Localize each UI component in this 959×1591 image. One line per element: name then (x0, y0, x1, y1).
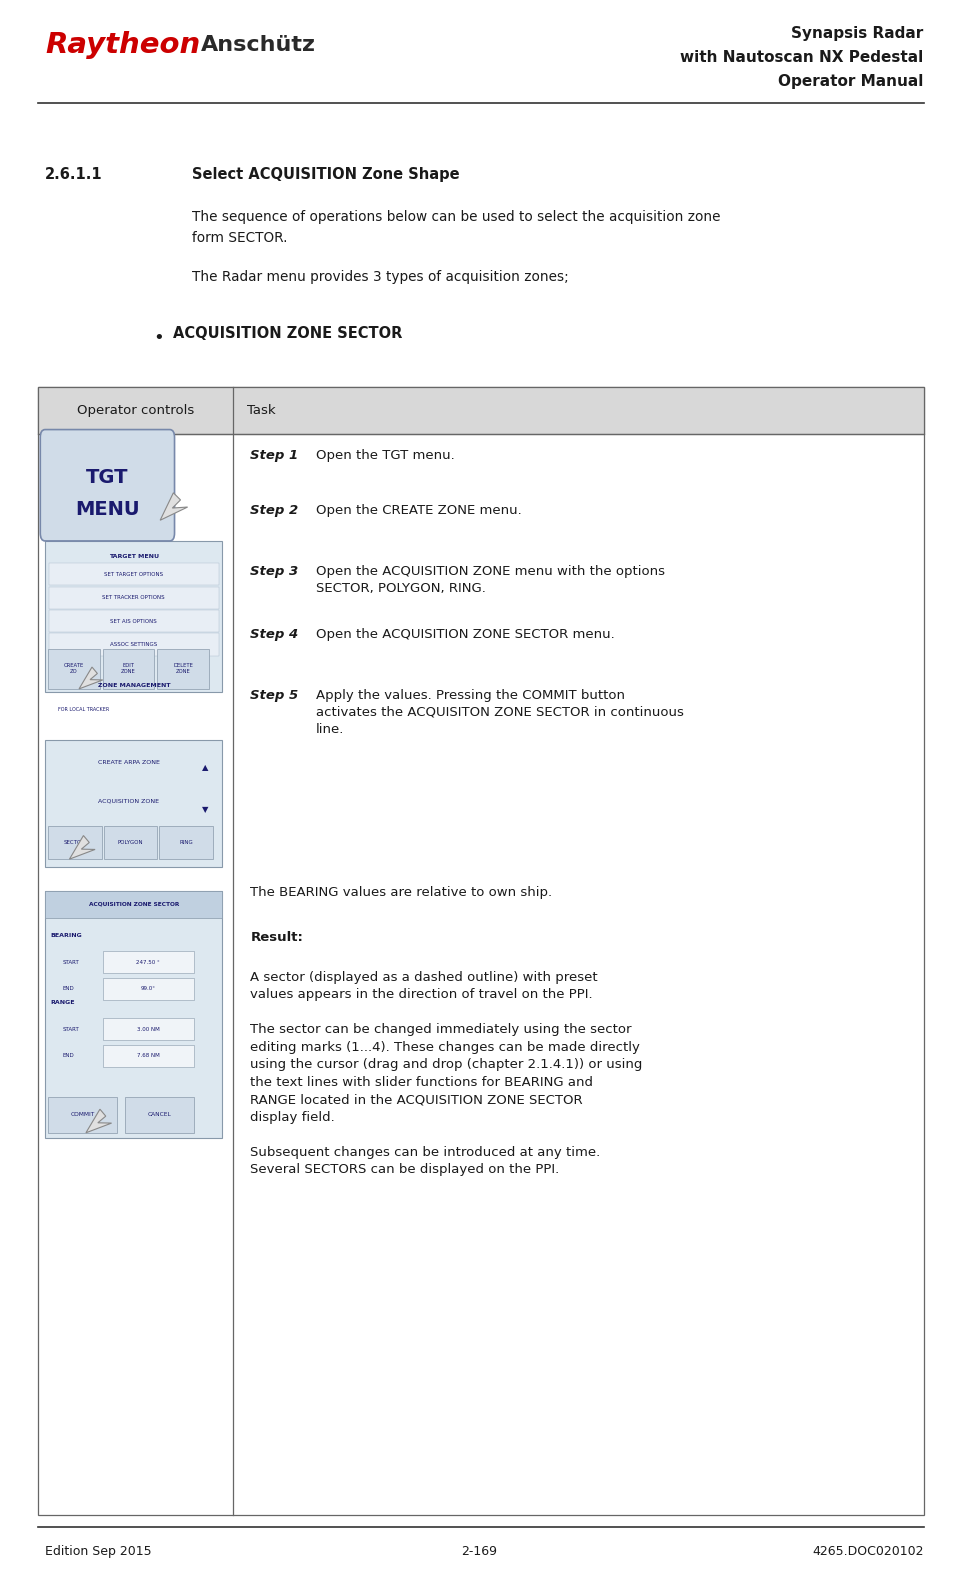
Polygon shape (79, 667, 103, 689)
Text: Open the ACQUISITION ZONE menu with the options
SECTOR, POLYGON, RING.: Open the ACQUISITION ZONE menu with the … (316, 565, 665, 595)
Polygon shape (103, 649, 154, 689)
Text: 247.50 °: 247.50 ° (136, 959, 160, 964)
Text: Anschütz: Anschütz (201, 35, 316, 56)
Text: Open the ACQUISITION ZONE SECTOR menu.: Open the ACQUISITION ZONE SECTOR menu. (316, 628, 615, 641)
Text: 4265.DOC020102: 4265.DOC020102 (812, 1545, 924, 1558)
Text: Result:: Result: (250, 931, 303, 943)
Text: TARGET MENU: TARGET MENU (108, 554, 159, 558)
Polygon shape (45, 541, 222, 692)
Text: 2-169: 2-169 (461, 1545, 498, 1558)
Text: Step 3: Step 3 (250, 565, 303, 578)
FancyBboxPatch shape (40, 430, 175, 541)
Text: CREATE ARPA ZONE: CREATE ARPA ZONE (98, 760, 159, 765)
Polygon shape (48, 649, 100, 689)
Text: START: START (62, 1026, 79, 1031)
Polygon shape (103, 1045, 194, 1068)
Text: Step 1: Step 1 (250, 449, 303, 461)
Text: ▲: ▲ (202, 764, 208, 772)
Text: Open the TGT menu.: Open the TGT menu. (316, 449, 455, 461)
Text: Raytheon: Raytheon (45, 32, 200, 59)
Text: START: START (62, 959, 79, 964)
Text: ACQUISITION ZONE SECTOR: ACQUISITION ZONE SECTOR (88, 902, 179, 907)
Text: Operator controls: Operator controls (77, 404, 195, 417)
Text: The Radar menu provides 3 types of acquisition zones;: The Radar menu provides 3 types of acqui… (192, 270, 569, 285)
Text: 99.0°: 99.0° (141, 986, 155, 991)
Text: Operator Manual: Operator Manual (778, 73, 924, 89)
Polygon shape (45, 891, 222, 918)
Text: The BEARING values are relative to own ship.: The BEARING values are relative to own s… (250, 886, 552, 899)
Text: POLYGON: POLYGON (118, 840, 143, 845)
Polygon shape (45, 740, 222, 867)
Text: •: • (152, 329, 164, 347)
Text: CREATE
ZO: CREATE ZO (63, 663, 84, 675)
Polygon shape (103, 951, 194, 974)
Text: Edition Sep 2015: Edition Sep 2015 (45, 1545, 152, 1558)
Text: Synapsis Radar: Synapsis Radar (791, 25, 924, 41)
Text: RANGE: RANGE (51, 999, 76, 1006)
Text: CANCEL: CANCEL (148, 1112, 171, 1117)
Text: Step 2: Step 2 (250, 504, 303, 517)
Text: The sequence of operations below can be used to select the acquisition zone
form: The sequence of operations below can be … (192, 210, 720, 245)
Text: DELETE
ZONE: DELETE ZONE (174, 663, 193, 675)
Polygon shape (159, 826, 213, 859)
Polygon shape (160, 493, 188, 520)
Text: ACQUISITION ZONE SECTOR: ACQUISITION ZONE SECTOR (173, 326, 402, 340)
Polygon shape (49, 633, 219, 655)
Text: Step 5: Step 5 (250, 689, 303, 702)
Text: A sector (displayed as a dashed outline) with preset
values appears in the direc: A sector (displayed as a dashed outline)… (250, 971, 643, 1176)
Text: SECTOR: SECTOR (64, 840, 85, 845)
Polygon shape (48, 826, 102, 859)
Text: Step 4: Step 4 (250, 628, 303, 641)
Polygon shape (49, 587, 219, 609)
Polygon shape (48, 1098, 117, 1133)
Text: END: END (62, 1053, 74, 1058)
Polygon shape (104, 826, 157, 859)
Text: MENU: MENU (75, 500, 140, 519)
Polygon shape (45, 891, 222, 1138)
Text: TGT: TGT (86, 468, 129, 487)
Text: ▼: ▼ (202, 805, 208, 815)
Text: BEARING: BEARING (51, 932, 82, 939)
Text: ASSOC SETTINGS: ASSOC SETTINGS (110, 643, 157, 648)
Polygon shape (125, 1098, 194, 1133)
Text: COMMIT: COMMIT (70, 1112, 95, 1117)
Text: RING: RING (179, 840, 193, 845)
Polygon shape (86, 1109, 111, 1133)
Text: ZONE MANAGEMENT: ZONE MANAGEMENT (98, 683, 170, 687)
Text: SET AIS OPTIONS: SET AIS OPTIONS (110, 619, 157, 624)
Text: 3.00 NM: 3.00 NM (137, 1026, 159, 1031)
Text: SET TRACKER OPTIONS: SET TRACKER OPTIONS (103, 595, 165, 600)
Polygon shape (103, 1018, 194, 1041)
Text: Select ACQUISITION Zone Shape: Select ACQUISITION Zone Shape (192, 167, 459, 181)
Text: with Nautoscan NX Pedestal: with Nautoscan NX Pedestal (680, 49, 924, 65)
Polygon shape (69, 835, 95, 859)
Text: Apply the values. Pressing the COMMIT button
activates the ACQUISITON ZONE SECTO: Apply the values. Pressing the COMMIT bu… (316, 689, 684, 737)
Polygon shape (38, 387, 924, 434)
Polygon shape (49, 563, 219, 585)
Text: 2.6.1.1: 2.6.1.1 (45, 167, 103, 181)
Text: Task: Task (247, 404, 276, 417)
Polygon shape (103, 978, 194, 1001)
Text: FOR LOCAL TRACKER: FOR LOCAL TRACKER (58, 706, 109, 711)
Text: END: END (62, 986, 74, 991)
Text: 7.68 NM: 7.68 NM (137, 1053, 159, 1058)
Polygon shape (49, 609, 219, 632)
Text: EDIT
ZONE: EDIT ZONE (121, 663, 136, 675)
Text: ACQUISITION ZONE: ACQUISITION ZONE (98, 799, 159, 803)
Text: SET TARGET OPTIONS: SET TARGET OPTIONS (105, 571, 163, 578)
Polygon shape (157, 649, 209, 689)
Text: Open the CREATE ZONE menu.: Open the CREATE ZONE menu. (316, 504, 522, 517)
